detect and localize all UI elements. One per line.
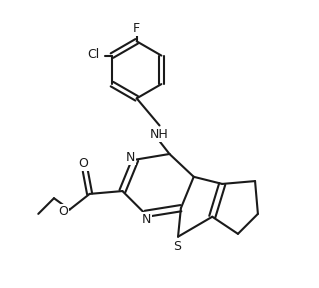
Text: O: O	[58, 204, 68, 217]
Text: F: F	[133, 22, 140, 35]
Text: O: O	[78, 157, 88, 170]
Text: N: N	[125, 151, 135, 164]
Text: Cl: Cl	[87, 48, 99, 61]
Text: N: N	[142, 213, 151, 226]
Text: S: S	[173, 240, 181, 253]
Text: NH: NH	[150, 128, 169, 141]
